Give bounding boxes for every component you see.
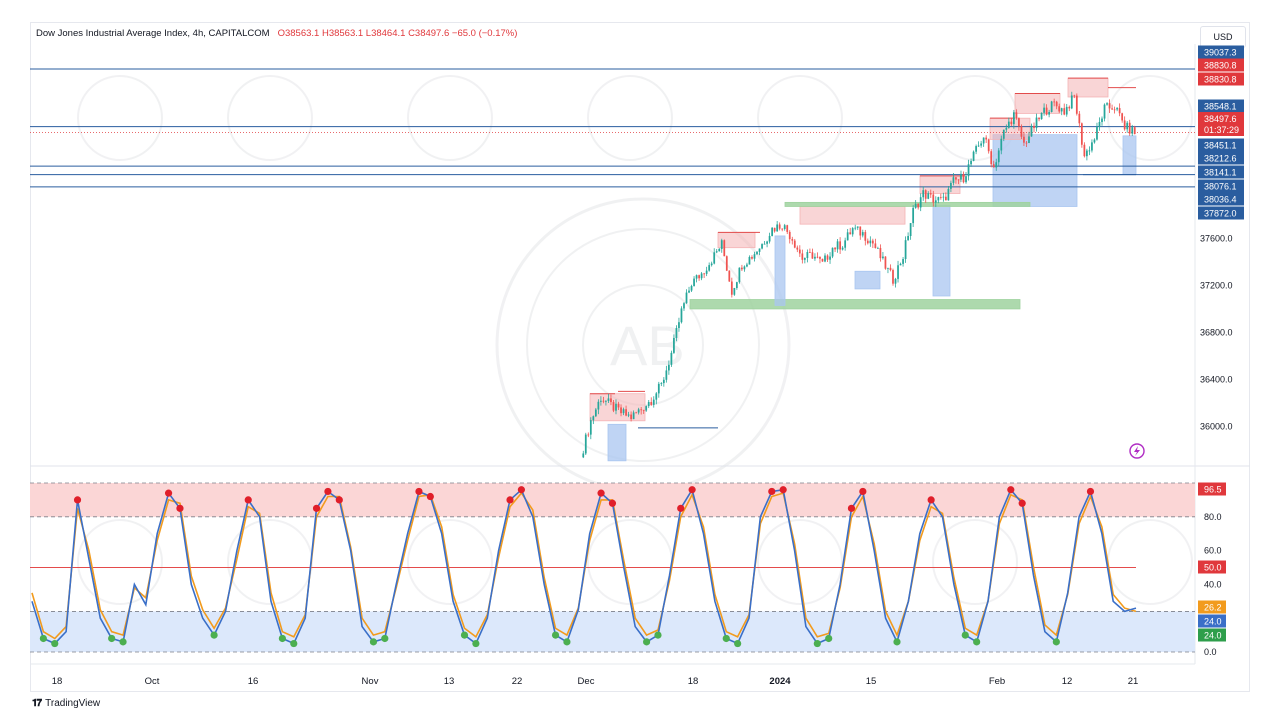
ohlc-open: O38563.1: [277, 28, 320, 39]
currency-button[interactable]: USD: [1200, 26, 1246, 48]
chart-frame: [30, 22, 1250, 692]
ohlc-change: −65.0 (−0.17%): [451, 28, 518, 39]
symbol-title[interactable]: Dow Jones Industrial Average Index, 4h, …: [36, 28, 270, 39]
ohlc-high: H38563.1: [321, 28, 364, 39]
symbol-header: Dow Jones Industrial Average Index, 4h, …: [36, 28, 517, 39]
ohlc-close: C38497.6: [408, 28, 450, 39]
brand-name: TradingView: [45, 698, 101, 709]
ohlc-low: L38464.1: [365, 28, 406, 39]
tradingview-logo-icon: 𝟏𝟕: [32, 698, 42, 709]
tradingview-brand[interactable]: 𝟏𝟕 TradingView: [32, 698, 100, 709]
